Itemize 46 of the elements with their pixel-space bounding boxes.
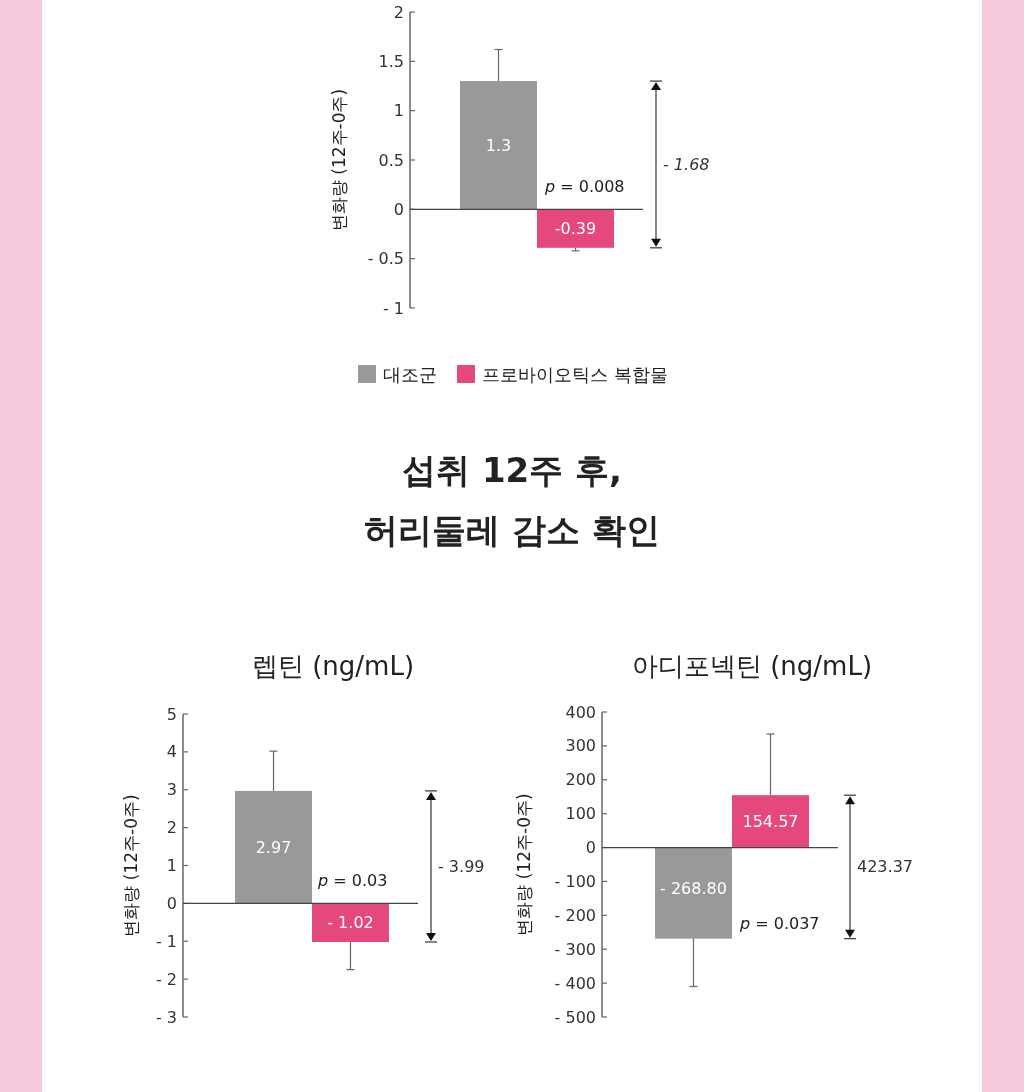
chart-title: 아디포넥틴 (ng/mL) bbox=[631, 651, 873, 681]
data-label: 1.3 bbox=[485, 135, 512, 155]
y-tick-label: 0 bbox=[166, 893, 177, 913]
y-tick-label: 200 bbox=[565, 770, 596, 790]
y-tick-label: 100 bbox=[565, 804, 596, 824]
y-axis-title: 변화량 (12주-0주) bbox=[329, 88, 349, 232]
y-tick-label: - 2 bbox=[155, 969, 177, 989]
y-tick-label: - 0.5 bbox=[367, 249, 404, 269]
y-tick-label: 1.5 bbox=[378, 51, 404, 71]
data-label: - 1.02 bbox=[327, 913, 374, 933]
y-tick-label: - 300 bbox=[554, 939, 596, 959]
text: 섭취 12주 후, 허리둘레 감소 확인 bbox=[364, 450, 660, 550]
y-tick-label: 5 bbox=[166, 704, 177, 724]
y-tick-label: 4 bbox=[166, 742, 177, 762]
y-tick-label: - 1 bbox=[382, 298, 404, 318]
annotation: p = 0.037 bbox=[739, 913, 820, 933]
data-label: - 268.80 bbox=[660, 879, 727, 899]
y-tick-label: - 400 bbox=[554, 973, 596, 993]
y-tick-label: 0.5 bbox=[378, 150, 404, 170]
y-tick-label: 1 bbox=[166, 856, 177, 875]
y-tick-label: - 500 bbox=[554, 1007, 596, 1027]
legend-label: 프로바이오틱스 복합물 bbox=[482, 363, 668, 385]
y-tick-label: 2 bbox=[166, 818, 177, 838]
data-label: -0.39 bbox=[554, 219, 597, 239]
text: - 1.68 bbox=[663, 154, 710, 174]
y-tick-label: 0 bbox=[393, 199, 404, 219]
legend-label: 대조군 bbox=[383, 363, 437, 385]
data-label: 154.57 bbox=[742, 811, 799, 831]
data-label: 2.97 bbox=[255, 837, 292, 857]
y-tick-label: 0 bbox=[585, 838, 596, 858]
y-tick-label: 400 bbox=[565, 702, 596, 722]
y-tick-label: 2 bbox=[393, 2, 404, 22]
y-tick-label: - 100 bbox=[554, 871, 596, 891]
annotation: p = 0.008 bbox=[544, 177, 625, 197]
y-axis-title: 변화량 (12주-0주) bbox=[121, 794, 141, 937]
text: - 3.99 bbox=[438, 856, 485, 876]
y-tick-label: - 3 bbox=[155, 1007, 177, 1027]
y-tick-label: - 200 bbox=[554, 905, 596, 925]
y-axis-title: 변화량 (12주-0주) bbox=[514, 793, 534, 936]
y-tick-label: 3 bbox=[166, 780, 177, 800]
y-tick-label: 300 bbox=[565, 736, 596, 756]
text: 423.37 bbox=[857, 857, 913, 877]
chart-title: 렙틴 (ng/mL) bbox=[251, 651, 415, 681]
y-tick-label: - 1 bbox=[155, 931, 177, 951]
y-tick-label: 1 bbox=[393, 101, 404, 121]
annotation: p = 0.03 bbox=[317, 871, 388, 891]
